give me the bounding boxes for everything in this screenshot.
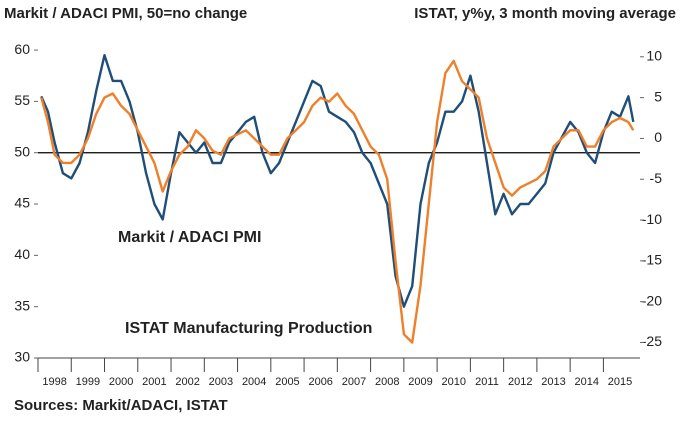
x-tick-label: 2000: [109, 376, 133, 388]
series-label: Markit / ADACI PMI: [118, 229, 261, 246]
x-tick-label: 2007: [342, 376, 366, 388]
y2-tick-label: -25: [642, 333, 662, 349]
y2-tick-label: -5: [650, 170, 663, 186]
x-tick-label: 2014: [575, 376, 599, 388]
y-tick-label: 60: [14, 41, 30, 57]
y2-tick-label: -20: [642, 292, 662, 308]
y-tick-label: 30: [14, 349, 30, 365]
y2-title: ISTAT, y%y, 3 month moving average: [414, 5, 676, 22]
y2-tick-label: 0: [654, 129, 662, 145]
x-tick-label: 2012: [508, 376, 532, 388]
y-tick-label: 50: [14, 143, 30, 159]
x-tick-label: 1998: [42, 376, 66, 388]
x-tick-label: 2008: [375, 376, 399, 388]
x-tick-label: 2011: [475, 376, 499, 388]
y2-tick-label: -15: [642, 252, 662, 268]
x-tick-label: 2002: [175, 376, 199, 388]
series-line: [40, 59, 635, 344]
source: Sources: Markit/ADACI, ISTAT: [14, 397, 228, 414]
y2-tick-label: -10: [642, 211, 662, 227]
y-tick-label: 40: [14, 246, 30, 262]
y-tick-label: 45: [14, 195, 30, 211]
x-tick-label: 2015: [608, 376, 632, 388]
x-tick-label: 2005: [275, 376, 299, 388]
x-tick-label: 2006: [308, 376, 332, 388]
x-tick-label: 2003: [209, 376, 233, 388]
y-tick-label: 55: [14, 92, 30, 108]
y-tick-label: 35: [14, 297, 30, 313]
x-tick-label: 1999: [76, 376, 100, 388]
x-tick-label: 2009: [408, 376, 432, 388]
series-label: ISTAT Manufacturing Production: [125, 320, 372, 337]
x-tick-label: 2001: [142, 376, 166, 388]
x-tick-label: 2004: [242, 376, 266, 388]
chart-title: Markit / ADACI PMI, 50=no change: [4, 5, 247, 22]
y2-tick-label: 5: [654, 88, 662, 104]
x-tick-label: 2013: [541, 376, 565, 388]
x-tick-label: 2010: [442, 376, 466, 388]
y2-tick-label: 10: [646, 47, 662, 63]
